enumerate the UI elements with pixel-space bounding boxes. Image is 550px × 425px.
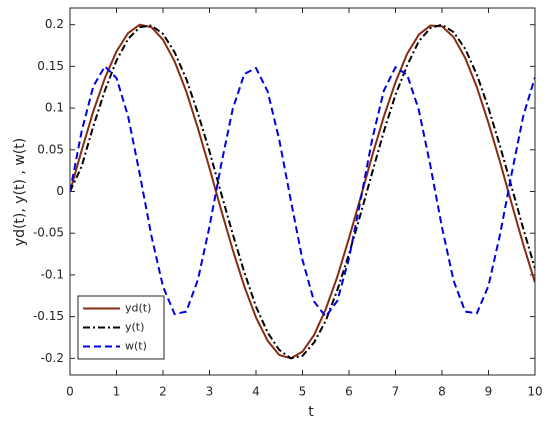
legend-label: y(t) bbox=[125, 321, 144, 334]
y-axis-label: yd(t), y(t) , w(t) bbox=[12, 138, 28, 246]
y-tick-label: -0.15 bbox=[33, 309, 64, 323]
y-tick-label: 0 bbox=[56, 184, 64, 198]
x-tick-label: 5 bbox=[299, 385, 307, 399]
y-tick-label: 0.05 bbox=[37, 142, 64, 156]
y-tick-label: 0.15 bbox=[37, 59, 64, 73]
series-line bbox=[70, 23, 535, 360]
x-tick-label: 1 bbox=[113, 385, 121, 399]
legend-box bbox=[77, 295, 165, 360]
axes-box bbox=[69, 7, 536, 376]
y-tick-label: -0.2 bbox=[41, 351, 64, 365]
x-tick-label: 8 bbox=[438, 385, 446, 399]
y-tick-label: 0.1 bbox=[45, 101, 64, 115]
y-tick-label: 0.2 bbox=[45, 17, 64, 31]
x-tick-label: 9 bbox=[485, 385, 493, 399]
legend-label: yd(t) bbox=[125, 302, 151, 315]
series-line bbox=[70, 23, 535, 360]
x-tick-label: 2 bbox=[159, 385, 167, 399]
legend-label: w(t) bbox=[125, 340, 147, 353]
x-tick-label: 3 bbox=[206, 385, 214, 399]
x-tick-label: 7 bbox=[392, 385, 400, 399]
x-axis-label: t bbox=[308, 404, 314, 420]
x-tick-label: 6 bbox=[345, 385, 353, 399]
x-tick-label: 10 bbox=[527, 385, 542, 399]
series-line bbox=[70, 64, 535, 319]
y-tick-label: -0.1 bbox=[41, 267, 64, 281]
x-tick-label: 0 bbox=[66, 385, 74, 399]
y-tick-label: -0.05 bbox=[33, 226, 64, 240]
x-tick-label: 4 bbox=[252, 385, 260, 399]
